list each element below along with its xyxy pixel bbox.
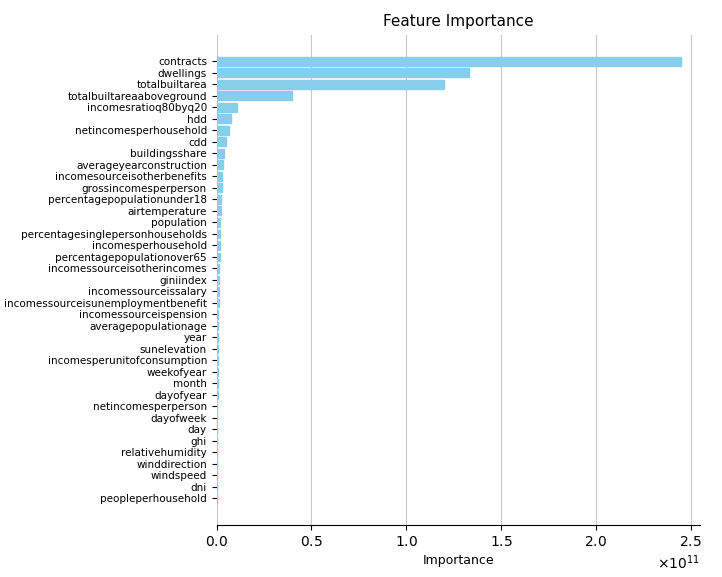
Bar [217, 276, 219, 284]
Bar [217, 333, 218, 342]
Bar [217, 207, 221, 215]
Bar [217, 114, 231, 123]
Bar [217, 368, 218, 376]
Bar [217, 183, 222, 192]
Bar [217, 230, 220, 238]
Bar [217, 172, 222, 181]
Bar [217, 103, 237, 111]
Bar [217, 298, 219, 307]
Bar [217, 91, 292, 100]
Bar [217, 69, 469, 77]
Bar [217, 253, 219, 261]
Bar [217, 218, 220, 227]
Bar [217, 126, 229, 134]
Bar [217, 310, 219, 319]
Title: Feature Importance: Feature Importance [383, 14, 534, 29]
Bar [217, 160, 223, 169]
Bar [217, 137, 226, 146]
Bar [217, 80, 444, 88]
Bar [217, 356, 218, 365]
Bar [217, 149, 224, 158]
Bar [217, 195, 222, 204]
Bar [217, 344, 218, 353]
Bar [217, 321, 218, 330]
Bar [217, 241, 219, 250]
Bar [217, 57, 682, 66]
X-axis label: Importance: Importance [422, 554, 495, 567]
Bar [217, 287, 219, 295]
Bar [217, 264, 219, 273]
